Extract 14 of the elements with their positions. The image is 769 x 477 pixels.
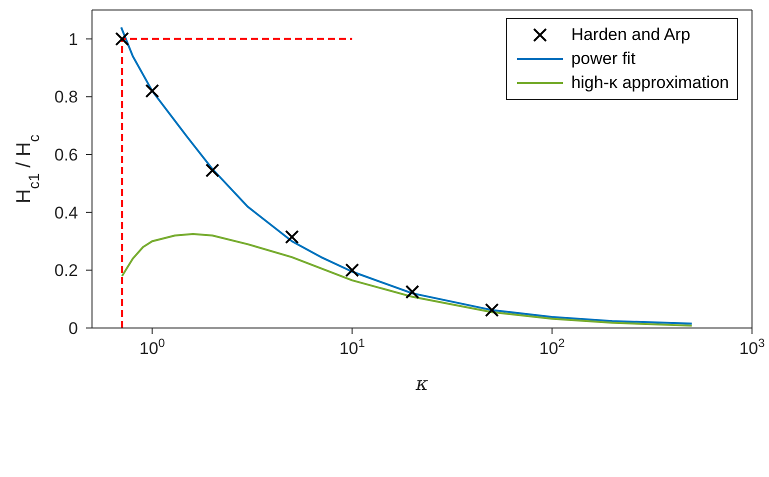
x-axis-title: κ [414, 373, 429, 395]
x-tick-label: 10$^{0}$ [139, 336, 166, 358]
legend-label: power fit [571, 49, 636, 69]
x-tick-label: 10$^{1}$ [339, 336, 366, 358]
y-tick-label: 0.4 [54, 203, 78, 222]
y-tick-label: 1 [68, 30, 78, 49]
x-tick-label: 10$^{3}$ [739, 336, 766, 358]
y-tick-label: 0 [68, 319, 78, 338]
x-tick-label: 10$^{2}$ [539, 336, 566, 358]
legend-label: Harden and Arp [571, 25, 690, 45]
y-tick-label: 0.6 [54, 146, 78, 165]
y-tick-label: 0.8 [54, 88, 78, 107]
y-tick-label: 0.2 [54, 261, 78, 280]
legend-label: high-κ approximation [571, 73, 729, 93]
